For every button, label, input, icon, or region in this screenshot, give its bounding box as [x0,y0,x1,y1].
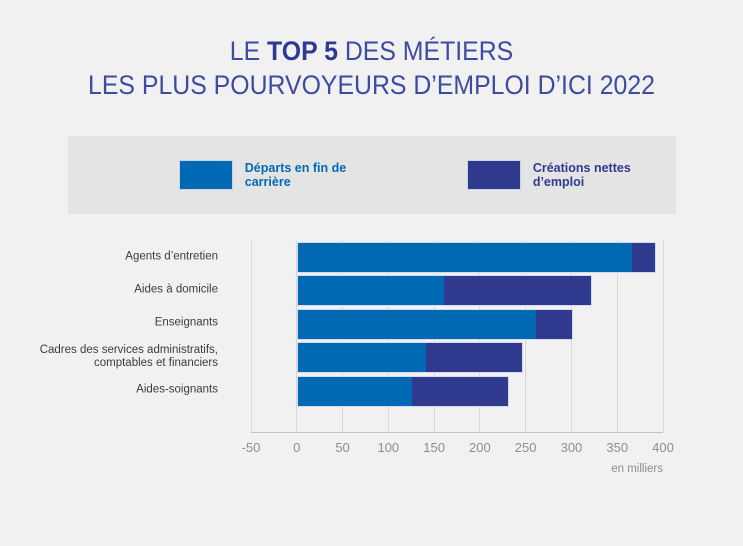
legend-label-departs: Départs en fin de carrière [244,161,347,189]
tick-label--50: -50 [241,440,261,455]
bar-row [296,342,524,374]
bar-segment [412,376,509,406]
title-bold: TOP 5 [267,36,338,66]
tick-label-0: 0 [293,440,301,455]
title-line-1: LE TOP 5 DES MÉTIERS [30,34,714,68]
title-prefix: LE [229,36,268,66]
infographic-page: LE TOP 5 DES MÉTIERS LES PLUS POURVOYEUR… [0,34,743,481]
category-label: Aides-soignants [136,383,218,396]
bar-segment [631,243,655,272]
bar-chart: Agents d’entretien Aides à domicile Enseig… [0,241,743,481]
bar-row [296,242,656,273]
axis-unit-label: en milliers [611,463,663,475]
bar-segment [297,309,536,339]
tick-label-350: 350 [606,440,629,455]
category-label: Aides à domicile [134,283,218,296]
bar-row [296,308,574,340]
legend-item-departs: Départs en fin de carrière [178,160,386,190]
tick-label-300: 300 [560,440,583,455]
bar-segment [425,343,523,373]
page-title: LE TOP 5 DES MÉTIERS LES PLUS POURVOYEUR… [0,34,743,102]
plot-area [250,241,664,433]
category-label: Agents d’entretien [125,250,218,262]
bar-segment [297,243,632,272]
tick-label-100: 100 [377,440,400,455]
category-labels: Agents d’entretien Aides à domicile Enseig… [0,241,218,432]
bar-segment [297,276,445,306]
tick-label-400: 400 [652,440,674,455]
x-axis-ticks: -50 0 50 100 150 200 250 300 350 400 [242,440,674,456]
category-label: Enseignants [154,316,218,329]
bar-row [296,375,510,407]
gridline-350 [616,241,618,432]
chart-legend: Départs en fin de carrière Créations net… [67,136,676,214]
title-line-2: LES PLUS POURVOYEURS D’EMPLOI D’ICI 2022 [88,70,655,100]
category-label: Cadres des services administratifs, comp… [39,343,218,369]
tick-label-250: 250 [514,440,537,455]
gridline-400 [662,241,664,432]
bar-row [296,275,592,307]
legend-label-creations: Créations nettes d’emploi [532,161,631,189]
legend-item-creations: Créations nettes d’emploi [466,160,676,190]
bar-segment [444,276,591,306]
legend-swatch-creations [466,160,521,190]
tick-label-200: 200 [469,440,491,455]
tick-label-150: 150 [423,440,445,455]
tick-label-50: 50 [335,440,350,455]
bar-segment [297,376,413,406]
gridline--50 [250,241,252,432]
legend-swatch-departs [178,160,233,190]
bar-segment [535,309,573,339]
bar-segment [297,343,426,373]
title-suffix: DES MÉTIERS [337,36,514,66]
